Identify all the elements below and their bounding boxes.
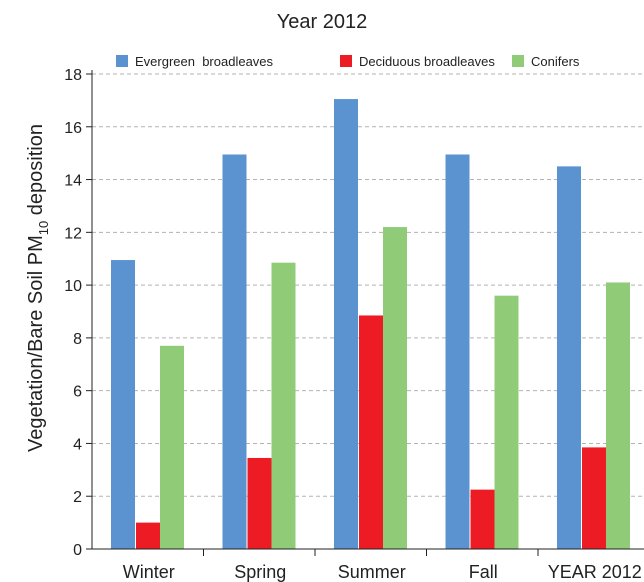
x-tick-label: YEAR 2012: [548, 562, 642, 582]
bar-evergreen-broadleaves-spring: [222, 154, 247, 549]
legend-label: Conifers: [531, 54, 580, 69]
y-tick-label: 2: [73, 489, 82, 506]
bar-evergreen-broadleaves-summer: [334, 99, 358, 549]
bar-conifers-year-2012: [606, 282, 630, 549]
legend-swatch: [512, 55, 524, 67]
bar-deciduous-broadleaves-spring: [247, 457, 272, 549]
bar-deciduous-broadleaves-year-2012: [582, 447, 606, 549]
bar-evergreen-broadleaves-winter: [111, 260, 135, 549]
y-tick-label: 12: [64, 225, 82, 242]
y-tick-label: 6: [73, 384, 82, 401]
bar-deciduous-broadleaves-fall: [470, 489, 495, 549]
bars: [111, 99, 630, 550]
y-tick-label: 18: [64, 67, 82, 84]
y-tick-label: 16: [64, 120, 82, 137]
x-tick-label: Summer: [338, 562, 406, 582]
bar-conifers-summer: [383, 227, 407, 550]
y-tick-label: 0: [73, 542, 82, 559]
chart-title: Year 2012: [277, 11, 367, 33]
y-tick-label: 10: [64, 278, 82, 295]
axes: [86, 70, 644, 556]
legend: Evergreen broadleaves Deciduous broadleav…: [116, 54, 580, 69]
bar-conifers-winter: [160, 345, 184, 549]
legend-label: Evergreen broadleaves: [135, 54, 274, 69]
bar-deciduous-broadleaves-winter: [136, 522, 160, 549]
x-tick-label: Winter: [123, 562, 175, 582]
bar-deciduous-broadleaves-summer: [359, 315, 383, 549]
bar-conifers-spring: [271, 262, 296, 549]
bar-evergreen-broadleaves-fall: [445, 154, 470, 549]
x-tick-labels: Winter Spring Summer Fall YEAR 2012: [123, 562, 642, 582]
y-tick-label: 4: [73, 436, 82, 453]
y-axis-label: Vegetation/Bare Soil PM10 deposition: [25, 124, 51, 452]
legend-label: Deciduous broadleaves: [359, 54, 495, 69]
x-tick-label: Fall: [469, 562, 498, 582]
legend-swatch: [116, 55, 128, 67]
x-tick-label: Spring: [234, 562, 286, 582]
y-tick-labels: 0 2 4 6 8 10 12 14 16 18: [64, 67, 82, 559]
legend-swatch: [340, 55, 352, 67]
bar-conifers-fall: [494, 295, 519, 549]
y-tick-label: 14: [64, 173, 82, 190]
bar-evergreen-broadleaves-year-2012: [557, 166, 581, 549]
y-tick-label: 8: [73, 331, 82, 348]
